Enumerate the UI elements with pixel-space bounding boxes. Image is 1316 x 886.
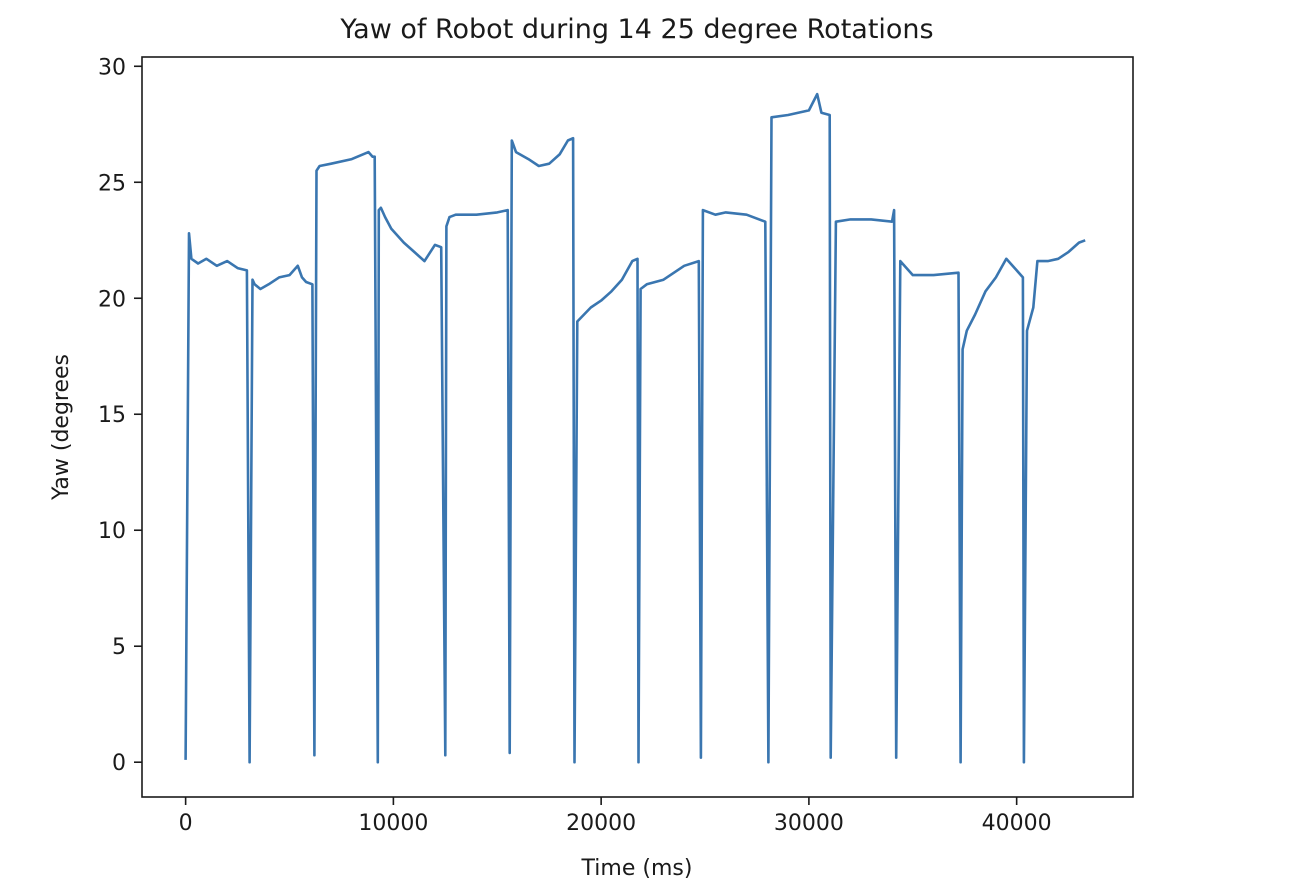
y-tick-label: 0 bbox=[112, 751, 126, 776]
y-tick-label: 25 bbox=[98, 171, 126, 196]
y-tick-label: 20 bbox=[98, 287, 126, 312]
y-tick-label: 15 bbox=[98, 403, 126, 428]
y-axis-title: Yaw (degrees bbox=[49, 354, 74, 501]
y-tick-label: 5 bbox=[112, 635, 126, 660]
x-tick-label: 40000 bbox=[982, 811, 1052, 836]
chart-title: Yaw of Robot during 14 25 degree Rotatio… bbox=[339, 14, 933, 45]
y-tick-label: 30 bbox=[98, 55, 126, 80]
yaw-series-line bbox=[184, 92, 1086, 764]
x-axis-title: Time (ms) bbox=[581, 856, 693, 881]
x-tick-label: 0 bbox=[179, 811, 193, 836]
x-axis-ticks: 0 10000 20000 30000 40000 bbox=[179, 797, 1052, 836]
y-tick-label: 10 bbox=[98, 519, 126, 544]
x-tick-label: 20000 bbox=[566, 811, 636, 836]
x-tick-label: 10000 bbox=[358, 811, 428, 836]
x-tick-label: 30000 bbox=[774, 811, 844, 836]
y-axis-ticks: 0 5 10 15 20 25 30 bbox=[98, 55, 142, 776]
